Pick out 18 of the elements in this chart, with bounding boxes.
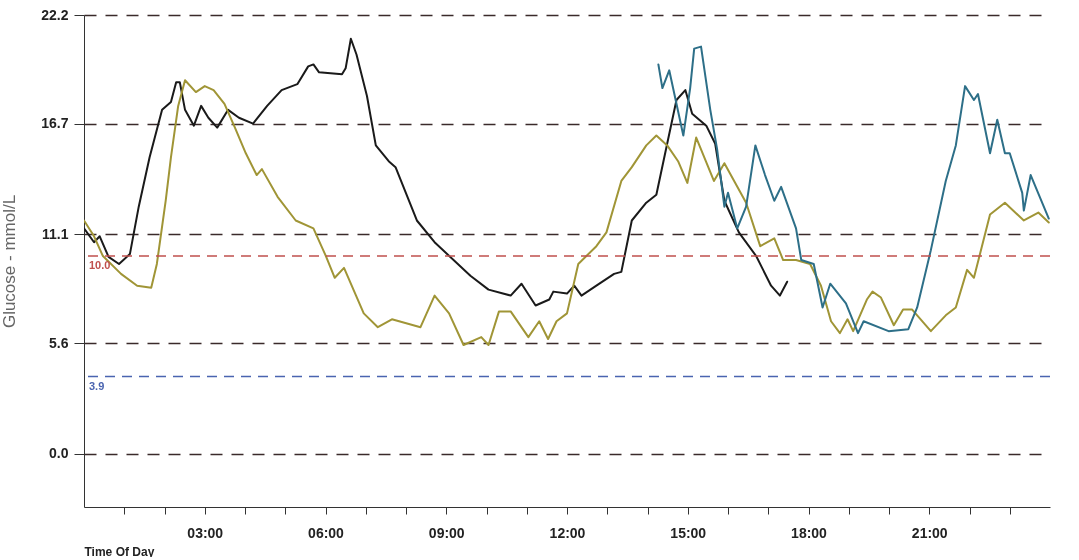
x-tick-label: 09:00 (428, 524, 465, 541)
line-series (84, 79, 1050, 346)
y-tick-label: 16.7 (41, 115, 69, 132)
ref-line-label: 3.9 (89, 379, 105, 392)
y-tick-label: 5.6 (49, 334, 69, 351)
y-tick-label: 0.0 (49, 445, 69, 462)
x-tick-label: 18:00 (791, 524, 828, 541)
x-tick-label: 03:00 (187, 524, 224, 541)
y-axis-title: Glucose - mmol/L (0, 194, 20, 329)
y-tick-label: 11.1 (42, 225, 69, 242)
y-tick-label: 22.2 (41, 6, 69, 23)
x-tick-label: 15:00 (670, 524, 707, 541)
x-tick-label: 12:00 (549, 524, 586, 541)
ref-line-label: 10.0 (89, 259, 111, 272)
x-tick-label: 06:00 (308, 524, 345, 541)
line-series (84, 37, 789, 307)
line-series (657, 45, 1050, 335)
x-tick-label: 21:00 (911, 524, 948, 541)
